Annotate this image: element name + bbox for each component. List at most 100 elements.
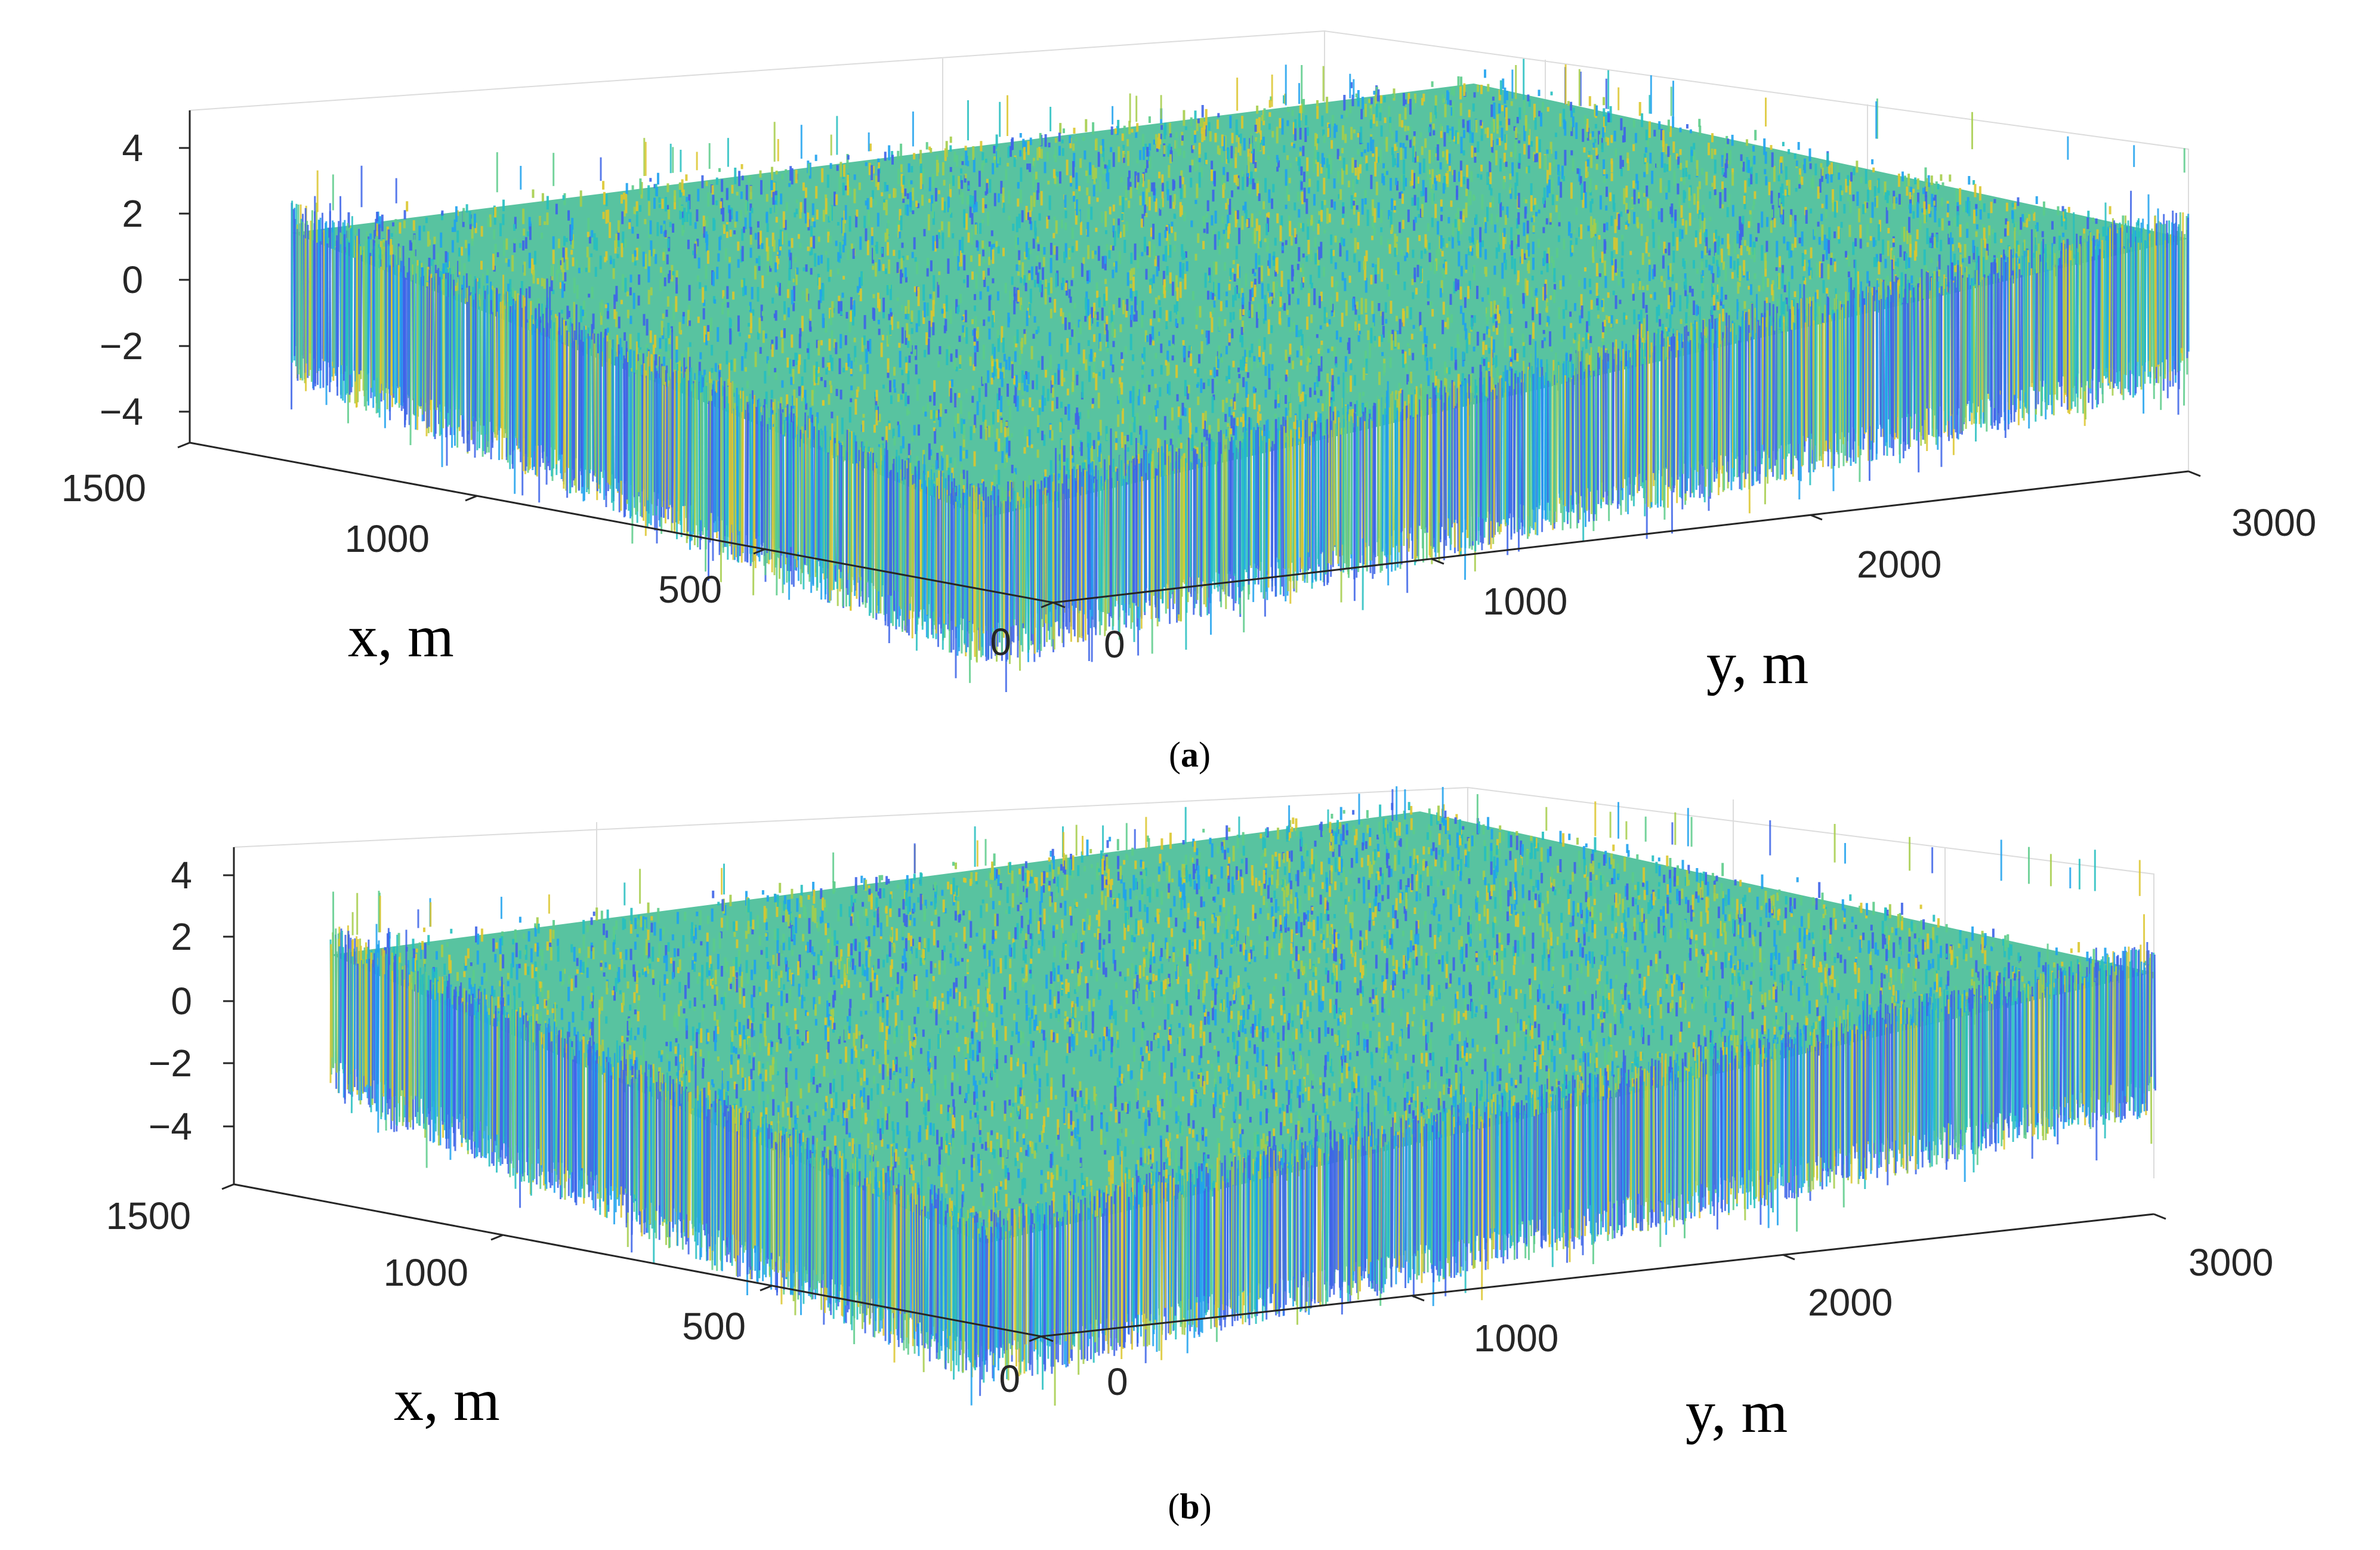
surface-speckle bbox=[518, 243, 521, 248]
surface-speckle bbox=[1467, 178, 1470, 190]
surface-speckle bbox=[822, 357, 825, 368]
surface-speckle bbox=[1698, 209, 1701, 219]
surface-speckle bbox=[643, 314, 646, 326]
surface-speckle bbox=[1268, 123, 1271, 130]
surface-speckle bbox=[1472, 103, 1475, 112]
surface-speckle bbox=[1798, 184, 1801, 189]
surface-speckle bbox=[1072, 191, 1075, 197]
surface-speckle bbox=[1518, 163, 1521, 169]
surface-speckle bbox=[1325, 168, 1328, 180]
surface-speckle bbox=[1189, 165, 1191, 172]
surface-speckle bbox=[1688, 201, 1691, 208]
surface-speckle bbox=[809, 326, 812, 332]
surface-speckle bbox=[1205, 430, 1208, 436]
surface-speckle bbox=[1748, 286, 1751, 290]
surface-speckle bbox=[1523, 222, 1526, 236]
surface-speckle bbox=[851, 391, 854, 397]
surface-speckle bbox=[1373, 227, 1376, 236]
surface-speckle bbox=[1290, 235, 1293, 246]
surface-speckle bbox=[1344, 278, 1347, 291]
surface-speckle bbox=[826, 202, 829, 215]
surface-speckle bbox=[1017, 198, 1020, 207]
surface-speckle bbox=[1480, 85, 1483, 94]
surface-speckle bbox=[1912, 211, 1915, 219]
surface-speckle bbox=[1428, 150, 1431, 164]
surface-speckle bbox=[1923, 249, 1926, 265]
surface-speckle bbox=[1200, 127, 1203, 134]
surface-speckle bbox=[1129, 270, 1132, 280]
surface-speckle bbox=[1395, 270, 1397, 276]
surface-speckle bbox=[1488, 348, 1491, 354]
surface-speckle bbox=[902, 255, 905, 261]
surface-speckle bbox=[1045, 279, 1047, 288]
surface-speckle bbox=[907, 396, 910, 405]
surface-speckle bbox=[1475, 119, 1478, 133]
surface-speckle bbox=[1307, 224, 1310, 240]
surface-speckle bbox=[775, 217, 778, 223]
surface-speckle bbox=[1966, 223, 1969, 229]
surface-speckle bbox=[1515, 172, 1518, 186]
surface-speckle bbox=[2096, 229, 2099, 245]
surface-speckle bbox=[1165, 310, 1168, 326]
surface-speckle bbox=[1591, 131, 1594, 137]
surface-speckle bbox=[1353, 129, 1356, 134]
surface-speckle bbox=[1490, 121, 1493, 136]
surface-speckle bbox=[984, 419, 987, 430]
surface-speckle bbox=[1197, 233, 1200, 243]
surface-speckle bbox=[1601, 143, 1604, 152]
surface-speckle bbox=[890, 395, 893, 405]
surface-speckle bbox=[1104, 164, 1107, 171]
surface-speckle bbox=[1063, 251, 1066, 263]
surface-speckle bbox=[1130, 432, 1133, 445]
surface-speckle bbox=[1641, 113, 1644, 128]
surface-speckle bbox=[1121, 359, 1124, 363]
surface-speckle bbox=[1326, 323, 1329, 327]
surface-speckle bbox=[1207, 331, 1210, 344]
surface-speckle bbox=[956, 413, 959, 424]
surface-speckle bbox=[1428, 126, 1431, 133]
surface-speckle bbox=[932, 322, 935, 335]
surface-speckle bbox=[1007, 313, 1010, 328]
surface-speckle bbox=[1151, 369, 1154, 376]
surface-speckle bbox=[1642, 286, 1644, 291]
surface-speckle bbox=[1723, 261, 1725, 270]
surface-speckle bbox=[835, 342, 838, 354]
surface-speckle bbox=[888, 194, 891, 199]
surface-speckle bbox=[468, 243, 470, 258]
surface-speckle bbox=[1441, 238, 1444, 247]
surface-speckle bbox=[1956, 206, 1959, 215]
surface-speckle bbox=[1159, 134, 1162, 140]
surface-speckle bbox=[1688, 174, 1691, 180]
surface-speckle bbox=[486, 268, 489, 279]
surface-speckle bbox=[1427, 223, 1430, 232]
surface-speckle bbox=[1872, 167, 1875, 172]
surface-speckle bbox=[637, 295, 640, 306]
surface-speckle bbox=[1700, 258, 1703, 273]
surface-speckle bbox=[1440, 280, 1443, 293]
surface-speckle bbox=[933, 288, 936, 305]
surface-speckle bbox=[1016, 237, 1019, 245]
surface-speckle bbox=[1154, 353, 1157, 359]
surface-speckle bbox=[820, 255, 823, 264]
surface-speckle bbox=[1246, 372, 1249, 378]
surface-speckle bbox=[1649, 152, 1652, 164]
surface-speckle bbox=[968, 152, 971, 161]
surface-speckle bbox=[498, 216, 501, 221]
surface-speckle bbox=[1501, 128, 1504, 141]
surface-speckle bbox=[1864, 201, 1867, 213]
surface-speckle bbox=[1644, 147, 1647, 153]
surface-speckle bbox=[1709, 217, 1712, 221]
surface-speckle bbox=[642, 251, 645, 267]
surface-speckle bbox=[1177, 311, 1180, 323]
surface-speckle bbox=[1427, 283, 1430, 299]
surface-speckle bbox=[1389, 123, 1392, 132]
surface-speckle bbox=[638, 246, 641, 257]
surface-speckle bbox=[907, 410, 910, 415]
surface-speckle bbox=[702, 308, 705, 320]
surface-speckle bbox=[1400, 174, 1403, 182]
surface-speckle bbox=[731, 184, 734, 194]
surface-speckle bbox=[623, 210, 626, 217]
surface-speckle bbox=[612, 258, 615, 268]
surface-speckle bbox=[1184, 444, 1187, 460]
surface-speckle bbox=[688, 285, 691, 301]
